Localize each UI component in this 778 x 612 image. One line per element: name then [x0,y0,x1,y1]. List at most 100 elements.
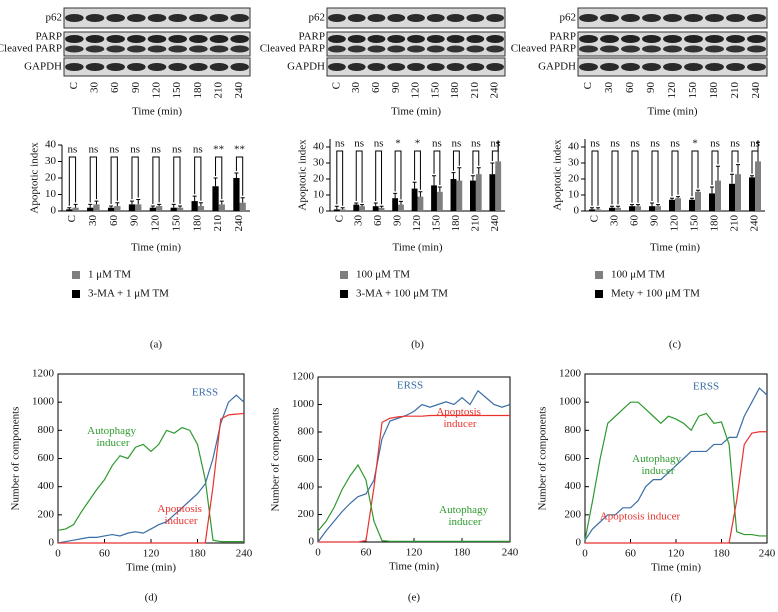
blot-band [407,63,425,71]
bar [431,185,437,211]
x-tick-label: C [333,215,345,222]
y-tick-label: 0 [309,536,315,548]
panel-label: (c) [669,339,682,351]
blot-band [106,35,125,43]
significance: ns [670,138,680,150]
legend-marker [340,271,348,279]
bar [233,178,240,211]
y-tick-label: 600 [565,452,582,464]
bracket [110,156,118,205]
error-bar [178,205,183,208]
legend-marker [340,290,348,298]
blot-row-label: p62 [560,12,577,24]
bar [615,207,621,211]
error-bar [136,198,141,205]
blot-band [127,45,146,53]
blot-band [407,45,425,53]
error-bar [340,207,345,210]
y-tick-label: 30 [313,157,325,169]
bracket [355,150,363,203]
bar [729,183,735,211]
blot-band [466,63,485,71]
error-bar [696,189,700,192]
bracket [336,150,344,206]
x-tick-label: 30 [609,215,621,227]
error-bar [67,207,72,210]
y-tick-label: 1000 [32,396,55,408]
error-bar [670,197,674,200]
blot-band [684,63,703,71]
blot-band [209,45,229,53]
blot-band [230,35,249,43]
blot-band [367,14,386,22]
error-bar [379,205,384,208]
bar [212,186,219,211]
bar [475,174,482,211]
bracket [433,150,441,185]
bracket [711,150,719,185]
lane-label: 120 [151,82,163,99]
x-tick-label: 180 [709,215,721,232]
error-bar [710,186,714,194]
error-bar [656,204,660,207]
blot-band [106,14,125,22]
bar [87,207,94,211]
series-label-line: Autophagy [632,453,684,465]
significance: ns [354,138,364,150]
blot-band [642,35,661,43]
blot-band [168,35,187,43]
lane-label: 30 [89,82,101,94]
blot-band [579,63,598,71]
y-tick-label: 800 [565,424,582,436]
series-line [57,426,244,543]
blot-band [65,63,84,71]
lane-label: 60 [624,82,636,94]
y-axis-label: Apoptotic index [29,142,41,214]
significance: ns [374,138,384,150]
blot-band [168,45,187,53]
panel-label: (f) [671,592,682,604]
bar [417,196,424,211]
blot-row-label: p62 [46,12,63,24]
blot-band [85,45,105,53]
blot-band [663,45,682,53]
bar [629,206,635,211]
y-axis-label: Number of components [537,407,549,511]
bar [128,204,136,211]
y-tick-label: 0 [319,205,325,217]
blot-band [663,35,682,43]
bar [156,206,163,211]
x-tick-label: 120 [150,215,162,232]
error-bar [616,205,620,208]
bar [378,207,385,211]
y-tick-label: 30 [568,157,580,169]
bar [489,174,496,211]
bar [709,193,715,211]
bar [689,199,695,211]
blot-band [747,63,766,71]
lane-label: C [582,82,594,89]
significance: ** [234,144,245,156]
blot-band [168,63,187,71]
x-tick-label: 60 [625,548,637,560]
significance: ns [471,138,481,150]
series-label-line: inducer [449,516,482,528]
significance: ns [151,144,161,156]
series-line [584,387,768,541]
error-bar [590,207,594,210]
y-tick-label: 1200 [292,371,315,383]
bar [609,207,615,211]
error-bar [437,186,442,192]
blot-band [705,35,724,43]
blot-band [65,35,84,43]
bar [755,161,761,211]
blot-row-label: GAPDH [24,61,62,73]
x-axis-label: Time (min) [131,242,181,254]
x-tick-label: 150 [430,215,442,232]
blot-band [127,63,146,71]
bar [353,204,360,211]
y-tick-label: 30 [45,155,57,167]
bar [66,209,73,211]
error-bar [150,205,155,208]
significance: ns [432,138,442,150]
